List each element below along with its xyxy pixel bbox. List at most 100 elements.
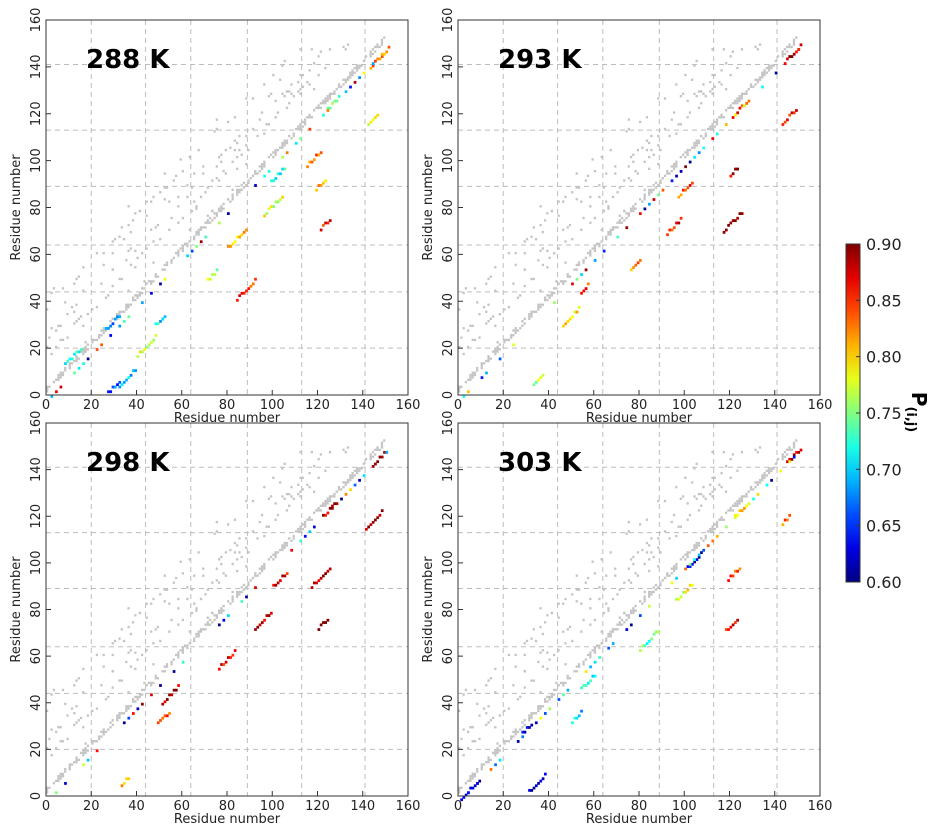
- contact-probability-cell: [86, 758, 90, 762]
- native-contact-cell: [109, 726, 112, 729]
- native-contact-cell: [616, 221, 619, 224]
- native-contact-cell: [602, 209, 606, 213]
- native-contact-cell: [471, 775, 474, 778]
- native-contact-cell: [48, 385, 51, 388]
- native-contact-cell: [740, 450, 744, 454]
- contact-probability-cell: [724, 228, 728, 232]
- contact-probability-cell: [643, 207, 647, 211]
- contact-probability-cell: [573, 310, 577, 314]
- contact-probability-cell: [267, 207, 271, 211]
- native-contact-cell: [328, 97, 332, 100]
- contact-probability-cell: [498, 357, 502, 361]
- contact-probability-cell: [792, 455, 796, 459]
- native-contact-cell: [478, 336, 481, 339]
- contact-probability-cell: [100, 343, 104, 347]
- contact-probability-cell: [131, 369, 135, 373]
- native-contact-cell: [150, 280, 153, 283]
- native-contact-cell: [256, 134, 259, 138]
- native-contact-cell: [697, 141, 701, 145]
- contact-probability-cell: [684, 165, 687, 169]
- native-contact-cell: [150, 228, 153, 231]
- y-tick-label: 140: [441, 457, 456, 482]
- native-contact-cell: [351, 476, 354, 479]
- contact-probability-cell: [113, 385, 117, 389]
- contact-probability-cell: [539, 376, 543, 380]
- native-contact-cell: [460, 336, 463, 339]
- contact-probability-cell: [711, 539, 715, 543]
- contact-probability-cell: [467, 390, 470, 394]
- contact-probability-cell: [70, 357, 74, 361]
- native-contact-cell: [61, 740, 65, 743]
- native-contact-cell: [186, 245, 189, 248]
- native-contact-cell: [675, 562, 678, 566]
- native-contact-cell: [297, 530, 300, 533]
- y-tick-label: 120: [29, 504, 44, 529]
- native-contact-cell: [188, 240, 191, 243]
- contact-probability-cell: [195, 245, 199, 248]
- contact-probability-cell: [303, 534, 307, 538]
- native-contact-cell: [507, 252, 511, 255]
- native-contact-cell: [247, 181, 250, 185]
- native-contact-cell: [156, 625, 160, 629]
- native-contact-cell: [458, 308, 461, 311]
- native-contact-cell: [177, 221, 180, 224]
- native-contact-cell: [498, 749, 501, 752]
- native-contact-cell: [156, 275, 160, 278]
- native-contact-cell: [342, 485, 345, 489]
- native-contact-cell: [297, 125, 300, 128]
- native-contact-cell: [306, 80, 309, 84]
- native-contact-cell: [758, 76, 762, 79]
- native-contact-cell: [344, 78, 347, 81]
- native-contact-cell: [546, 651, 549, 654]
- native-contact-cell: [349, 76, 352, 79]
- x-tick-label: 140: [350, 799, 375, 814]
- native-contact-cell: [602, 186, 606, 189]
- native-contact-cell: [767, 64, 771, 67]
- native-contact-cell: [50, 693, 53, 696]
- native-contact-cell: [299, 125, 302, 128]
- native-contact-cell: [222, 572, 225, 575]
- contact-probability-cell: [156, 322, 160, 326]
- native-contact-cell: [607, 635, 610, 638]
- native-contact-cell: [627, 530, 630, 533]
- native-contact-cell: [371, 455, 375, 458]
- native-contact-cell: [131, 700, 135, 703]
- native-contact-cell: [236, 155, 239, 159]
- native-contact-cell: [736, 504, 739, 507]
- native-contact-cell: [355, 467, 359, 470]
- y-tick-label: 60: [29, 648, 44, 665]
- native-contact-cell: [537, 305, 540, 309]
- native-contact-cell: [242, 583, 246, 587]
- native-contact-cell: [713, 120, 716, 124]
- native-contact-cell: [380, 41, 384, 44]
- native-contact-cell: [695, 59, 698, 63]
- native-contact-cell: [675, 83, 678, 86]
- native-contact-cell: [503, 341, 506, 344]
- native-contact-cell: [758, 446, 762, 449]
- contact-probability-cell: [724, 123, 728, 126]
- native-contact-cell: [523, 653, 526, 657]
- contact-probability-cell: [222, 663, 226, 666]
- contact-probability-cell: [639, 259, 642, 262]
- x-axis-label: Residue number: [174, 812, 281, 827]
- native-contact-cell: [374, 45, 377, 49]
- native-contact-cell: [498, 312, 501, 316]
- native-contact-cell: [657, 499, 660, 503]
- native-contact-cell: [281, 544, 284, 547]
- native-contact-cell: [485, 761, 488, 764]
- native-contact-cell: [747, 87, 750, 91]
- native-contact-cell: [580, 200, 583, 203]
- native-contact-cell: [605, 574, 608, 577]
- native-contact-cell: [514, 263, 517, 267]
- contact-probability-cell: [170, 693, 174, 697]
- native-contact-cell: [609, 635, 612, 638]
- plot-area: [46, 423, 408, 796]
- contact-probability-cell: [636, 261, 640, 265]
- native-contact-cell: [100, 735, 103, 738]
- native-contact-cell: [494, 348, 497, 351]
- contact-probability-cell: [369, 523, 373, 527]
- native-contact-cell: [582, 259, 585, 262]
- native-contact-cell: [763, 69, 766, 72]
- native-contact-cell: [82, 751, 85, 755]
- plot-area: [458, 423, 820, 796]
